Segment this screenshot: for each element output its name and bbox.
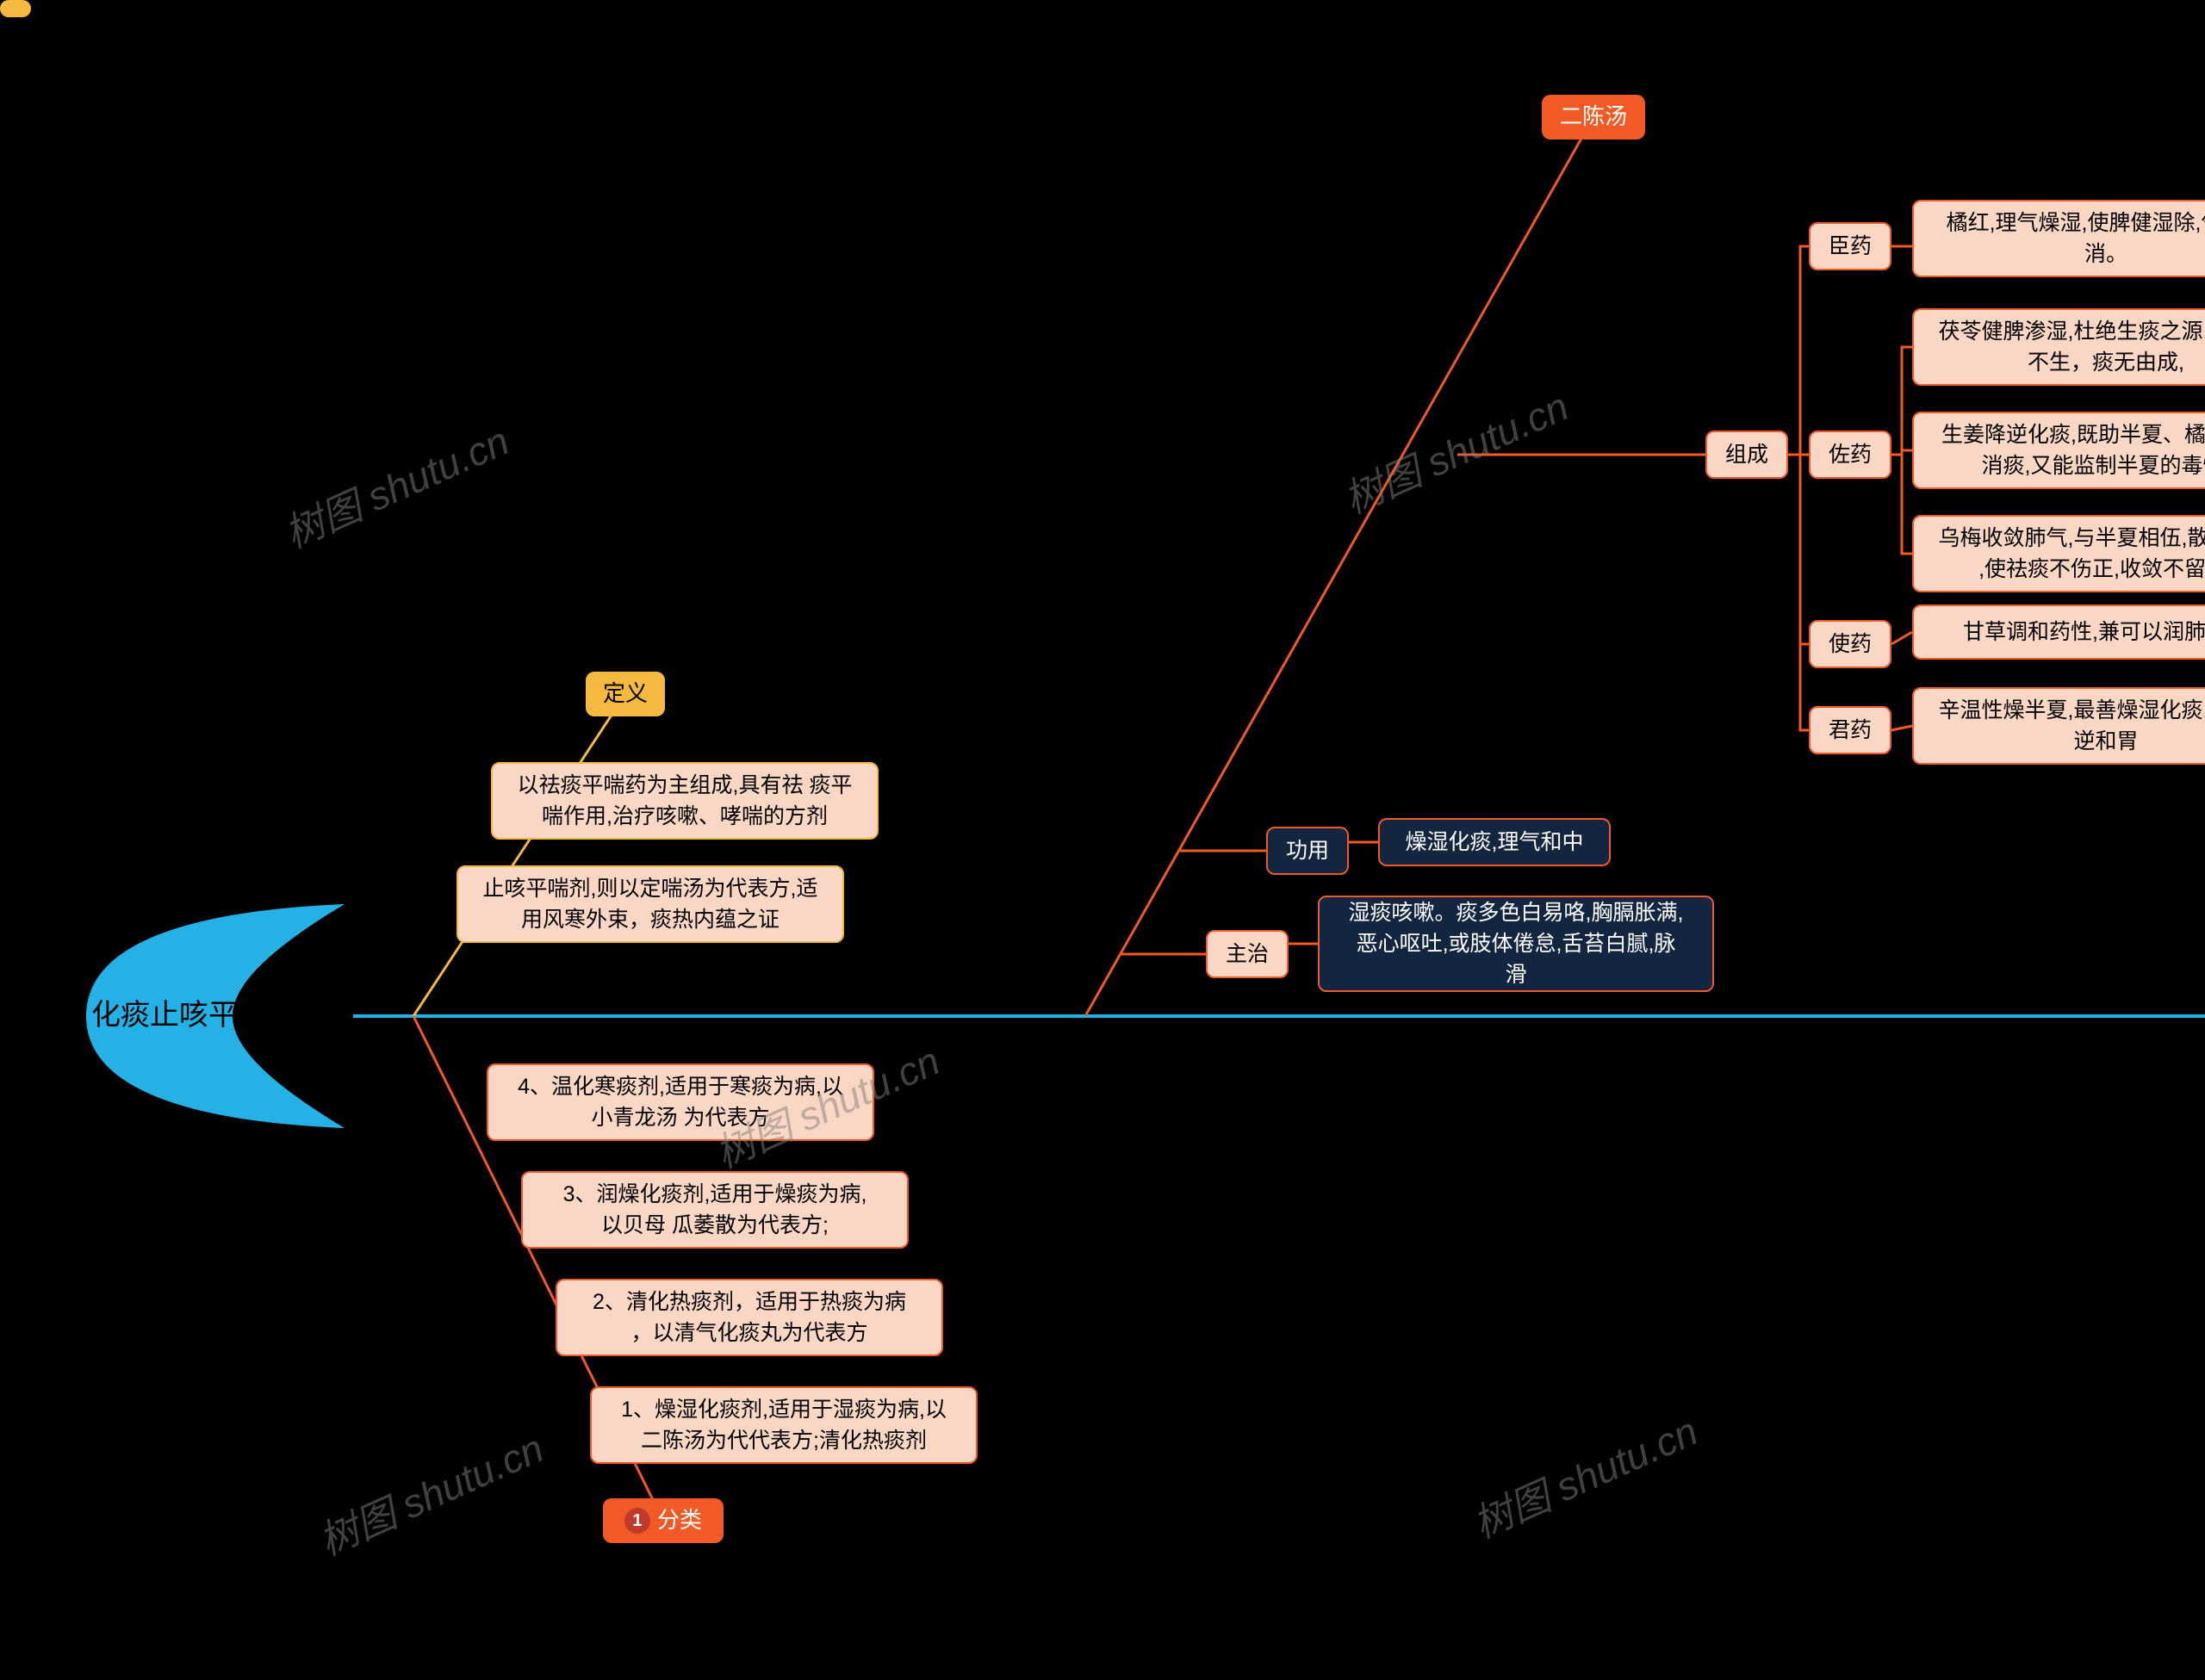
fenlei-item-1-text: 3、润燥化痰剂,适用于燥痰为病, 以贝母 瓜萎散为代表方;	[563, 1179, 867, 1242]
fenlei-node[interactable]: 1 分类	[603, 1498, 724, 1543]
junyao-desc-line	[1891, 726, 1912, 730]
shiyao-label: 使药	[1829, 629, 1872, 660]
shiyao-desc-text: 甘草调和药性,兼可以润肺和中	[1963, 617, 2205, 648]
zuoyao-desc-0-text: 茯苓健脾渗湿,杜绝生痰之源,脾湿浊 不生，痰无由成,	[1939, 316, 2205, 379]
junyao-desc[interactable]: 辛温性燥半夏,最善燥湿化痰,且能降 逆和胃	[1912, 687, 2205, 765]
zhuzhi-node[interactable]: 主治	[1206, 930, 1289, 978]
fenlei-item-3[interactable]: 1、燥湿化痰剂,适用于湿痰为病,以 二陈汤为代代表方;清化热痰剂	[590, 1386, 978, 1464]
zuoyao-desc-1-text: 生姜降逆化痰,既助半夏、橘红行气 消痰,又能监制半夏的毒性;	[1941, 419, 2205, 482]
zhuzhi-label: 主治	[1226, 939, 1269, 970]
chenyao-desc[interactable]: 橘红,理气燥湿,使脾健湿除,气行痰 消。	[1912, 200, 2205, 277]
erchentang-rib-line	[1085, 117, 1593, 1016]
erchentang-title-label: 二陈汤	[1560, 101, 1627, 133]
fenlei-item-0[interactable]: 4、温化寒痰剂,适用于寒痰为病,以 小青龙汤 为代表方	[487, 1063, 874, 1141]
erchentang-title-node[interactable]: 二陈汤	[1542, 95, 1645, 139]
zucheng-label: 组成	[1725, 439, 1768, 470]
junyao-label: 君药	[1829, 715, 1872, 746]
zucheng-node[interactable]: 组成	[1705, 431, 1788, 479]
shiyao-node[interactable]: 使药	[1809, 620, 1891, 668]
zuoyao-desc-0[interactable]: 茯苓健脾渗湿,杜绝生痰之源,脾湿浊 不生，痰无由成,	[1912, 308, 2205, 386]
dingyi-node[interactable]: 定义	[586, 672, 665, 716]
chenyao-label: 臣药	[1829, 231, 1872, 262]
zuoyao-node[interactable]: 佐药	[1809, 431, 1891, 479]
zhuzhi-desc[interactable]: 湿痰咳嗽。痰多色白易咯,胸膈胀满, 恶心呕吐,或肢体倦怠,舌苔白腻,脉 滑	[1318, 896, 1714, 992]
dingyi-node[interactable]	[0, 0, 31, 17]
zuoyao-desc-2[interactable]: 乌梅收敛肺气,与半夏相伍,散中有收 ,使祛痰不伤正,收敛不留邪,	[1912, 515, 2205, 592]
watermark-4: 树图 shutu.cn	[1463, 1400, 1705, 1550]
dingyi-branch-line	[413, 694, 625, 1016]
chenyao-node[interactable]: 臣药	[1809, 222, 1891, 270]
chenyao-desc-text: 橘红,理气燥湿,使脾健湿除,气行痰 消。	[1947, 208, 2205, 270]
root-label: 化痰止咳平喘剂	[91, 995, 296, 1037]
zucheng-bracket	[1788, 246, 1809, 730]
zuoyao-desc-1[interactable]: 生姜降逆化痰,既助半夏、橘红行气 消痰,又能监制半夏的毒性;	[1912, 412, 2205, 489]
dingyi-item-1[interactable]: 止咳平喘剂,则以定喘汤为代表方,适 用风寒外束，痰热内蕴之证	[457, 865, 844, 943]
gongyong-desc[interactable]: 燥湿化痰,理气和中	[1378, 818, 1611, 866]
dingyi-item-0[interactable]: 以祛痰平喘药为主组成,具有祛 痰平 喘作用,治疗咳嗽、哮喘的方剂	[491, 762, 879, 840]
shiyao-desc-line	[1891, 632, 1912, 644]
gongyong-node[interactable]: 功用	[1266, 827, 1349, 875]
gongyong-label: 功用	[1286, 835, 1329, 866]
watermark-1: 树图 shutu.cn	[1334, 375, 1576, 525]
junyao-node[interactable]: 君药	[1809, 706, 1891, 754]
zuoyao-desc-2-text: 乌梅收敛肺气,与半夏相伍,散中有收 ,使祛痰不伤正,收敛不留邪,	[1939, 523, 2205, 586]
dingyi-label: 定义	[603, 678, 648, 710]
zhuzhi-desc-text: 湿痰咳嗽。痰多色白易咯,胸膈胀满, 恶心呕吐,或肢体倦怠,舌苔白腻,脉 滑	[1349, 897, 1684, 991]
watermark-3: 树图 shutu.cn	[309, 1417, 551, 1567]
dingyi-item-0-text: 以祛痰平喘药为主组成,具有祛 痰平 喘作用,治疗咳嗽、哮喘的方剂	[518, 770, 853, 833]
dingyi-item-1-text: 止咳平喘剂,则以定喘汤为代表方,适 用风寒外束，痰热内蕴之证	[483, 873, 818, 936]
fenlei-item-0-text: 4、温化寒痰剂,适用于寒痰为病,以 小青龙汤 为代表方	[518, 1071, 843, 1134]
fenlei-item-2-text: 2、清化热痰剂，适用于热痰为病 ，以清气化痰丸为代表方	[593, 1286, 906, 1349]
watermark-0: 树图 shutu.cn	[275, 410, 517, 560]
root-node[interactable]: 化痰止咳平喘剂	[86, 904, 353, 1128]
shiyao-desc[interactable]: 甘草调和药性,兼可以润肺和中	[1912, 604, 2205, 660]
zuoyao-bracket	[1891, 347, 1912, 554]
fenlei-badge: 1	[624, 1508, 650, 1534]
fenlei-label: 分类	[657, 1504, 702, 1537]
fenlei-item-3-text: 1、燥湿化痰剂,适用于湿痰为病,以 二陈汤为代代表方;清化热痰剂	[621, 1394, 947, 1457]
fenlei-item-1[interactable]: 3、润燥化痰剂,适用于燥痰为病, 以贝母 瓜萎散为代表方;	[521, 1171, 909, 1249]
junyao-desc-text: 辛温性燥半夏,最善燥湿化痰,且能降 逆和胃	[1939, 695, 2205, 758]
zuoyao-label: 佐药	[1829, 439, 1872, 470]
fenlei-item-2[interactable]: 2、清化热痰剂，适用于热痰为病 ，以清气化痰丸为代表方	[556, 1279, 943, 1356]
gongyong-desc-text: 燥湿化痰,理气和中	[1406, 827, 1584, 858]
